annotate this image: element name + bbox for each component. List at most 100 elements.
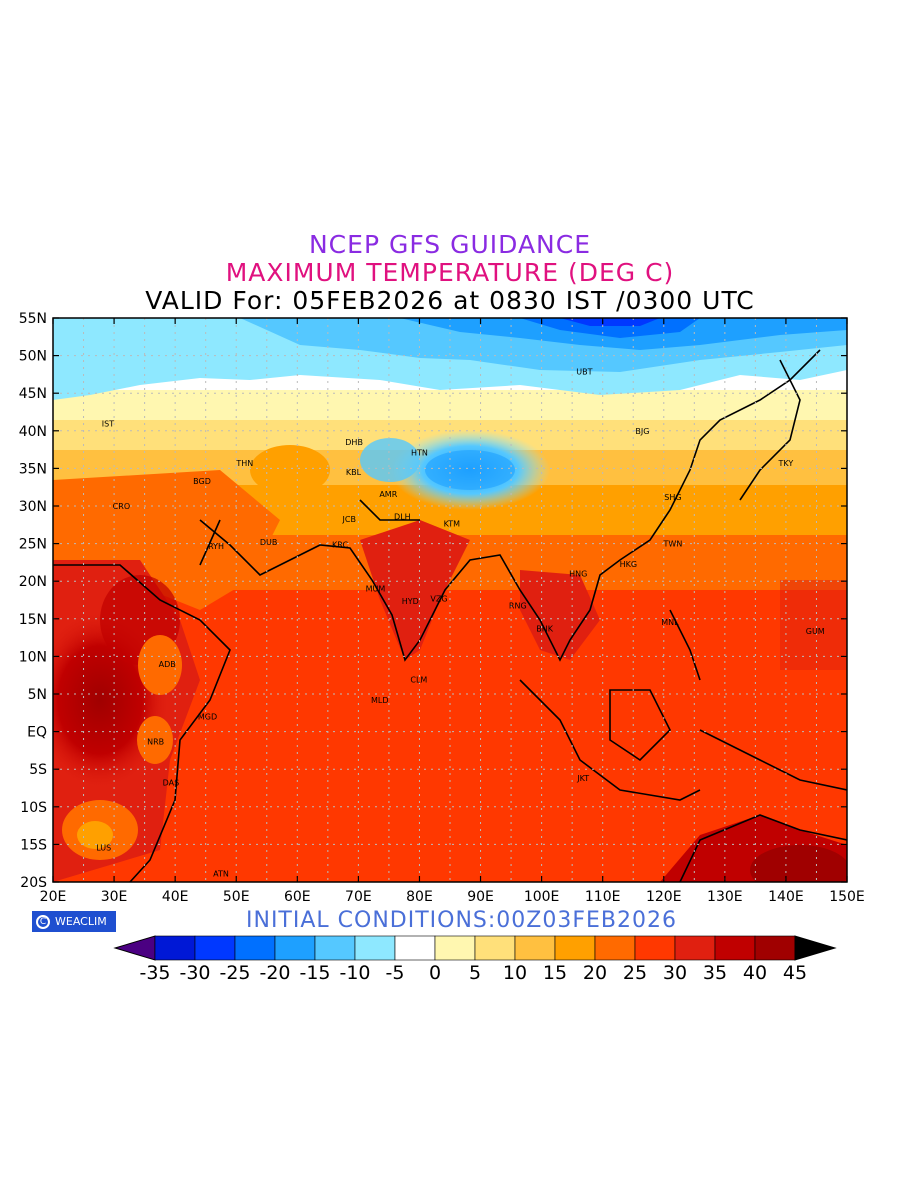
station-label: CRO	[113, 502, 130, 511]
colorbar-label: 15	[543, 962, 567, 984]
lat-tick-label: 55N	[19, 311, 47, 327]
lon-tick-label: 100E	[524, 889, 560, 905]
colorbar-label: -20	[259, 962, 290, 984]
station-label: HYD	[402, 597, 419, 606]
colorbar-label: 35	[703, 962, 727, 984]
colorbar-swatch	[354, 935, 396, 961]
station-label: RYH	[208, 542, 224, 551]
station-label: LUS	[96, 843, 111, 852]
title-valid-time: VALID For: 05FEB2026 at 0830 IST /0300 U…	[145, 286, 755, 315]
lon-tick-label: 120E	[646, 889, 682, 905]
circle-c-icon: C	[36, 914, 50, 929]
colorbar-label: -5	[386, 962, 405, 984]
station-label: KTM	[444, 519, 461, 528]
station-label: VZG	[430, 594, 447, 603]
station-label: HTN	[411, 449, 428, 458]
station-label: MLD	[371, 696, 389, 705]
colorbar-label: 0	[429, 962, 441, 984]
lat-tick-label: 30N	[19, 499, 47, 515]
colorbar-label: -35	[139, 962, 170, 984]
gridlines	[53, 318, 847, 882]
station-label: HKG	[620, 560, 637, 569]
lat-tick-label: 15N	[19, 612, 47, 628]
station-label: AMR	[379, 490, 397, 499]
longitude-ticks: 20E 30E 40E 50E 60E 70E 80E 90E 100E 110E 120E 130E…	[40, 318, 865, 905]
station-label: ATN	[213, 870, 229, 879]
lat-tick-label: 50N	[19, 349, 47, 365]
colorbar: -35 -30 -25 -20 -15 -10 -5 0 5 10 15 20 25 30 35 40 45	[113, 935, 837, 984]
station-label: CLM	[410, 676, 427, 685]
colorbar-swatch	[634, 935, 676, 961]
lon-tick-label: 150E	[829, 889, 865, 905]
colorbar-label: -30	[179, 962, 210, 984]
colorbar-arrow-high	[794, 935, 837, 961]
colorbar-swatch	[314, 935, 356, 961]
colorbar-label: -10	[339, 962, 370, 984]
weaclim-label: WEACLIM	[55, 915, 107, 928]
lat-tick-label: 5N	[28, 687, 47, 703]
weaclim-badge: C WEACLIM	[32, 911, 116, 932]
colorbar-swatch	[274, 935, 316, 961]
lat-tick-label: 20S	[20, 875, 47, 891]
colorbar-label: -25	[219, 962, 250, 984]
station-label: ADB	[159, 660, 176, 669]
lat-tick-label: 20N	[19, 574, 47, 590]
title-variable: MAXIMUM TEMPERATURE (DEG C)	[225, 258, 675, 287]
lat-tick-label: 45N	[19, 386, 47, 402]
lon-tick-label: 60E	[284, 889, 311, 905]
station-label: IST	[102, 419, 114, 428]
station-label: BNK	[536, 625, 553, 634]
lon-tick-label: 130E	[707, 889, 743, 905]
plot-frame	[52, 317, 848, 883]
station-label: KRC	[332, 540, 348, 549]
colorbar-swatch	[434, 935, 476, 961]
station-label: DUB	[260, 538, 278, 547]
station-label: JKT	[576, 774, 589, 783]
lat-tick-label: 25N	[19, 537, 47, 553]
lat-tick-label: 35N	[19, 461, 47, 477]
lat-tick-label: 10N	[19, 649, 47, 665]
lat-tick-label: 5S	[29, 762, 47, 778]
station-label: GUM	[806, 627, 825, 636]
colorbar-swatch	[514, 935, 556, 961]
lat-tick-label: EQ	[27, 725, 47, 741]
colorbar-swatch	[754, 935, 796, 961]
lon-tick-label: 90E	[467, 889, 494, 905]
colorbar-label: -15	[299, 962, 330, 984]
colorbar-swatch	[234, 935, 276, 961]
lat-tick-label: 15S	[20, 837, 47, 853]
station-labels: UBT BJG TKY SHG TWN HKG HNG DHB HTN KBL THN IST BGD C…	[96, 367, 825, 878]
title-model: NCEP GFS GUIDANCE	[308, 230, 591, 259]
temperature-field	[53, 318, 847, 882]
lon-tick-label: 40E	[162, 889, 189, 905]
station-label: HNG	[569, 570, 587, 579]
colorbar-swatch	[594, 935, 636, 961]
colorbar-label: 5	[469, 962, 481, 984]
lon-tick-label: 30E	[101, 889, 128, 905]
initial-conditions: INITIAL CONDITIONS:00Z03FEB2026	[246, 908, 677, 933]
lon-tick-label: 80E	[406, 889, 433, 905]
lon-tick-label: 50E	[223, 889, 250, 905]
lon-tick-label: 70E	[345, 889, 372, 905]
station-label: UBT	[576, 367, 592, 376]
station-label: KBL	[346, 468, 362, 477]
station-label: DLH	[394, 513, 411, 522]
colorbar-label: 30	[663, 962, 687, 984]
station-label: BGD	[193, 477, 211, 486]
station-label: SHG	[664, 493, 681, 502]
lon-tick-label: 140E	[768, 889, 804, 905]
station-label: DAS	[163, 779, 180, 788]
colorbar-label: 20	[583, 962, 607, 984]
colorbar-swatch	[674, 935, 716, 961]
station-label: JCB	[342, 515, 356, 524]
colorbar-label: 25	[623, 962, 647, 984]
station-label: BJG	[635, 427, 649, 436]
lat-tick-label: 10S	[20, 800, 47, 816]
lon-tick-label: 20E	[40, 889, 67, 905]
colorbar-swatch	[714, 935, 756, 961]
station-label: TWN	[663, 540, 683, 549]
temperature-map: 20E 30E 40E 50E 60E 70E 80E 90E 100E 110E 120E 130E…	[19, 311, 865, 984]
lon-tick-label: 110E	[585, 889, 621, 905]
colorbar-swatch	[554, 935, 596, 961]
colorbar-label: 10	[503, 962, 527, 984]
